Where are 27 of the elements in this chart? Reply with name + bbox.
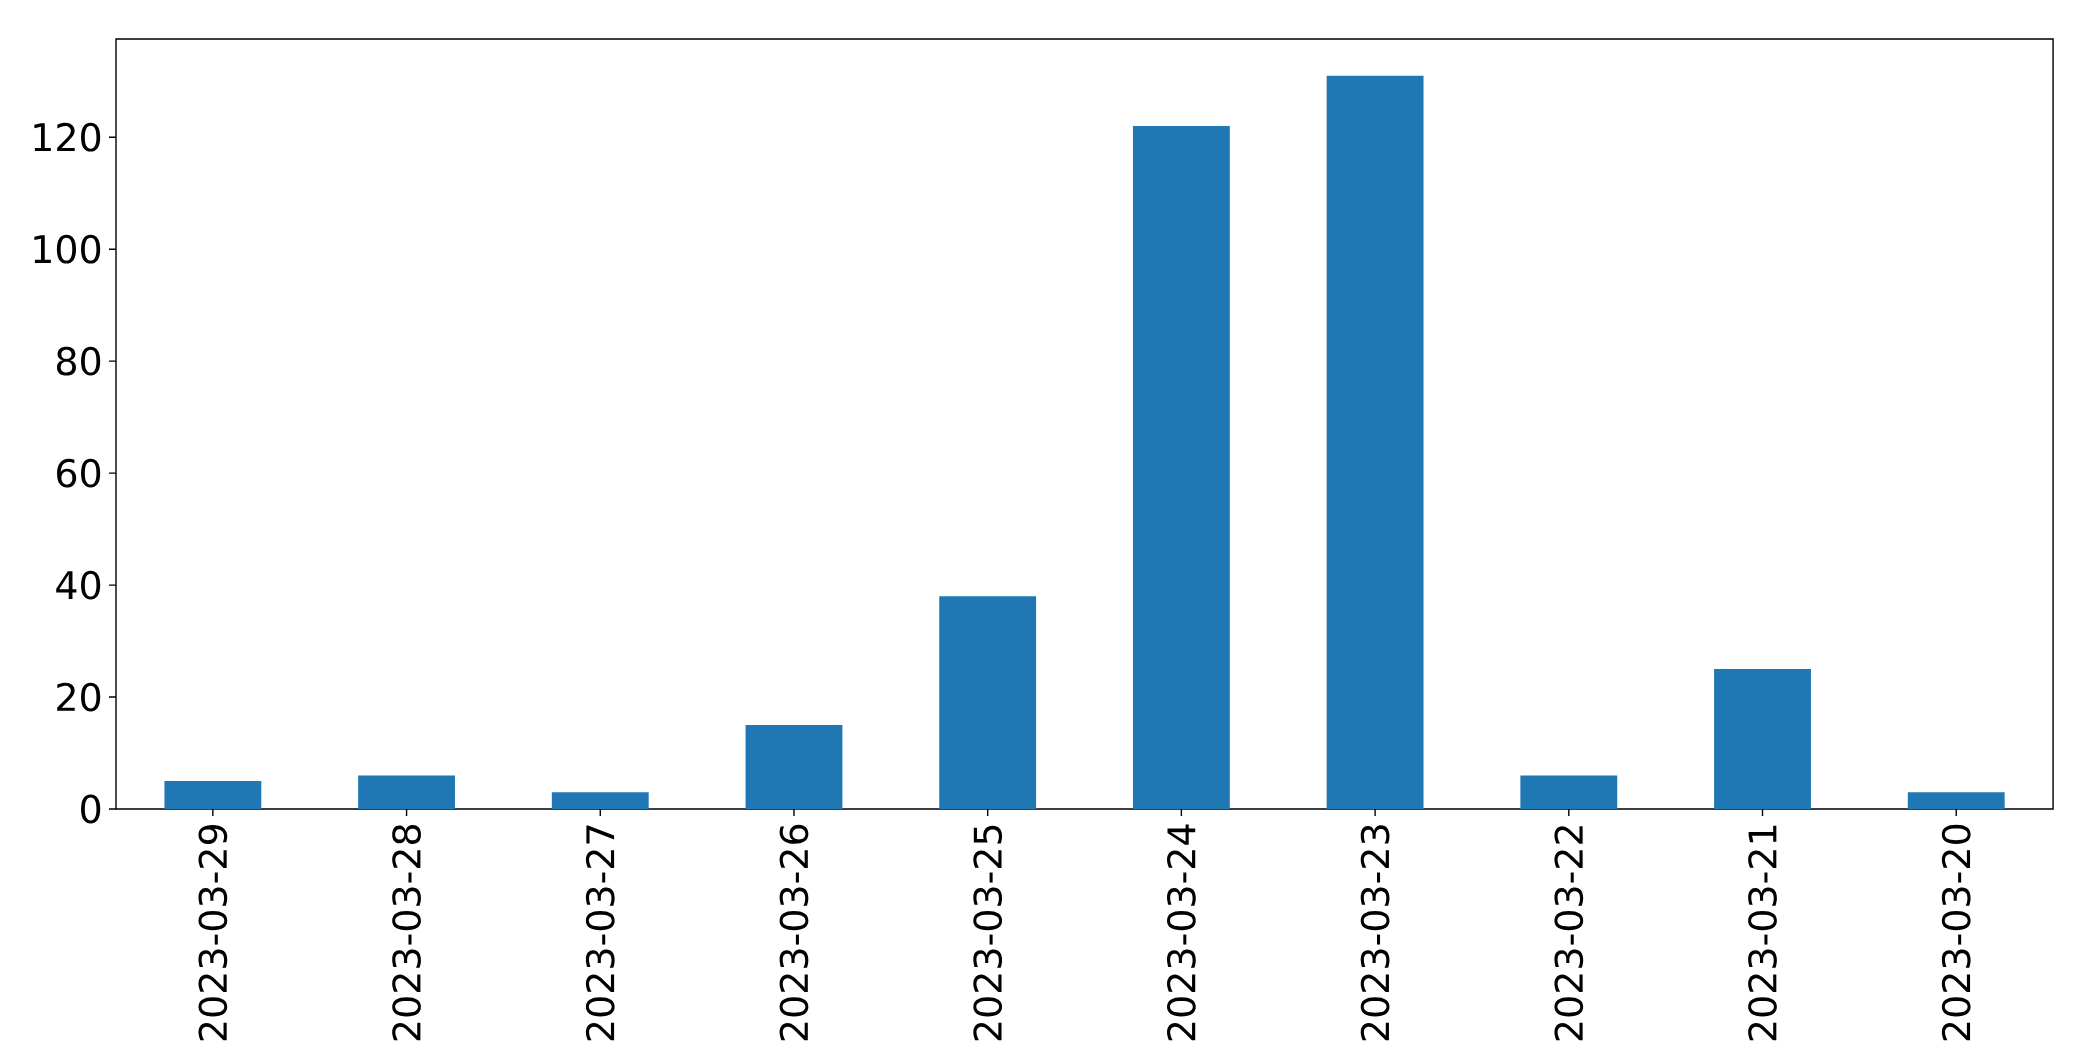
x-tick-label: 2023-03-20 <box>1941 824 1971 1041</box>
bar <box>1714 669 1811 809</box>
bar <box>1132 126 1230 809</box>
bar <box>939 596 1037 809</box>
x-tick-label: 2023-03-22 <box>1554 826 1584 1041</box>
y-tick-label: 100 <box>34 234 101 264</box>
x-tick-label: 2023-03-28 <box>392 824 421 1041</box>
bar <box>551 792 649 809</box>
x-tick-label: 2023-03-24 <box>1167 824 1196 1041</box>
y-tick-label: 60 <box>57 458 101 488</box>
y-tick-label: 120 <box>34 122 101 152</box>
x-tick-label: 2023-03-26 <box>779 824 809 1041</box>
bar <box>164 781 262 809</box>
x-tick-label: 2023-03-23 <box>1360 825 1390 1041</box>
bar <box>1520 775 1618 809</box>
y-tick-label: 80 <box>56 346 101 376</box>
bar <box>1326 75 1424 809</box>
x-tick-label: 2023-03-29 <box>198 825 228 1041</box>
y-tick-label: 40 <box>56 570 101 600</box>
bar <box>1907 792 2005 809</box>
x-tick-label: 2023-03-21 <box>1748 825 1777 1041</box>
x-tick-label: 2023-03-25 <box>973 825 1003 1041</box>
y-tick-label: 0 <box>81 794 101 824</box>
x-tick-label: 2023-03-27 <box>585 825 615 1041</box>
bar <box>358 775 455 809</box>
bar <box>745 725 843 809</box>
y-tick-label: 20 <box>57 682 101 712</box>
